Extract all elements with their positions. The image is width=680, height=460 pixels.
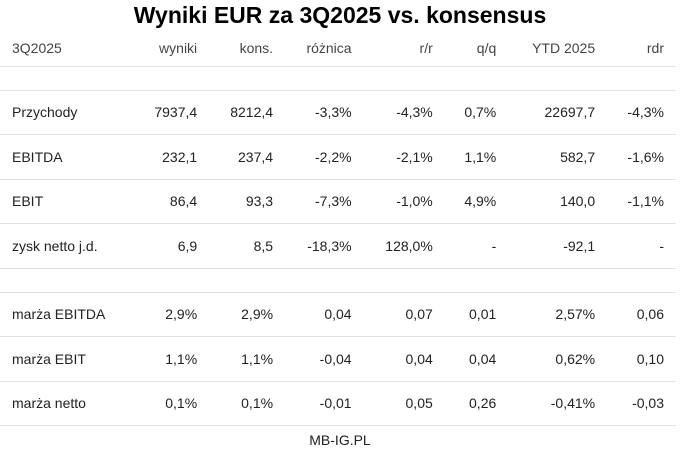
table-cell: -18,3%: [307, 237, 352, 254]
table-cell: 22697,7: [544, 104, 596, 121]
table-cell: 2,9%: [165, 306, 198, 323]
column-header: 3Q2025: [12, 39, 62, 56]
table-cell: 2,9%: [241, 306, 274, 323]
table-cell: 8212,4: [230, 104, 274, 121]
table-cell: -92,1: [563, 237, 596, 254]
table-cell: -0,03: [632, 395, 664, 412]
table-cell: 1,1%: [464, 148, 497, 165]
page-title: Wyniki EUR za 3Q2025 vs. konsensus: [133, 2, 547, 28]
table-cell: 0,06: [636, 306, 664, 323]
table-cell: 237,4: [238, 148, 274, 165]
row-label: marża EBITDA: [12, 306, 106, 323]
table-cell: -2,2%: [315, 148, 352, 165]
table-spacer-row: [0, 66, 676, 90]
column-header: YTD 2025: [532, 39, 596, 56]
table-cell: -0,04: [319, 350, 352, 367]
results-table: 3Q2025 wyniki kons. różnica r/r q/q YTD …: [0, 30, 676, 426]
row-label: marża netto: [12, 395, 86, 412]
table-cell: 4,9%: [464, 193, 497, 210]
table-cell: 1,1%: [165, 350, 198, 367]
table-row: marża EBITDA 2,9% 2,9% 0,04 0,07 0,01 2,…: [0, 292, 676, 337]
table-cell: 0,10: [636, 350, 664, 367]
table-spacer-row: [0, 268, 676, 292]
table-cell: -4,3%: [396, 104, 433, 121]
table-row: zysk netto j.d. 6,9 8,5 -18,3% 128,0% - …: [0, 224, 676, 268]
table-cell: 0,01: [469, 306, 497, 323]
table-cell: -3,3%: [315, 104, 352, 121]
table-cell: 86,4: [169, 193, 198, 210]
table-row: marża EBIT 1,1% 1,1% -0,04 0,04 0,04 0,6…: [0, 337, 676, 381]
source-footer: MB-IG.PL: [309, 432, 371, 448]
table-cell: 0,04: [405, 350, 433, 367]
table-cell: 0,07: [405, 306, 433, 323]
table-cell: 0,62%: [555, 350, 596, 367]
table-row: marża netto 0,1% 0,1% -0,01 0,05 0,26 -0…: [0, 381, 676, 426]
table-cell: -7,3%: [315, 193, 352, 210]
table-cell: -: [659, 237, 664, 254]
table-cell: -2,1%: [396, 148, 433, 165]
table-cell: 93,3: [245, 193, 274, 210]
table-row: EBIT 86,4 93,3 -7,3% -1,0% 4,9% 140,0 -1…: [0, 179, 676, 224]
column-header: wyniki: [159, 39, 198, 56]
column-header: rdr: [646, 39, 664, 56]
row-label: EBIT: [12, 193, 44, 210]
table-cell: -1,0%: [396, 193, 433, 210]
table-cell: 128,0%: [385, 237, 433, 254]
table-cell: 0,05: [405, 395, 433, 412]
table-cell: 0,26: [469, 395, 497, 412]
table-cell: -: [491, 237, 497, 254]
table-cell: -1,6%: [627, 148, 664, 165]
table-cell: 0,1%: [165, 395, 198, 412]
table-cell: 0,1%: [241, 395, 274, 412]
table-cell: -4,3%: [627, 104, 664, 121]
table-cell: 7937,4: [154, 104, 198, 121]
table-cell: -0,41%: [550, 395, 596, 412]
table-cell: 232,1: [162, 148, 198, 165]
table-header-row: 3Q2025 wyniki kons. różnica r/r q/q YTD …: [0, 30, 676, 66]
table-row: Przychody 7937,4 8212,4 -3,3% -4,3% 0,7%…: [0, 90, 676, 135]
column-header: kons.: [239, 39, 274, 56]
column-header: różnica: [306, 39, 352, 56]
row-label: marża EBIT: [12, 350, 86, 367]
table-cell: 1,1%: [241, 350, 274, 367]
table-cell: -1,1%: [627, 193, 664, 210]
table-cell: 0,7%: [464, 104, 497, 121]
row-label: zysk netto j.d.: [12, 237, 98, 254]
table-cell: 8,5: [253, 237, 274, 254]
column-header: q/q: [476, 39, 497, 56]
table-cell: -0,01: [319, 395, 352, 412]
row-label: EBITDA: [12, 148, 63, 165]
table-cell: 582,7: [560, 148, 596, 165]
table-cell: 0,04: [324, 306, 352, 323]
table-cell: 6,9: [177, 237, 198, 254]
row-label: Przychody: [12, 104, 78, 121]
table-cell: 0,04: [469, 350, 497, 367]
column-header: r/r: [419, 39, 433, 56]
table-row: EBITDA 232,1 237,4 -2,2% -2,1% 1,1% 582,…: [0, 135, 676, 179]
table-cell: 2,57%: [555, 306, 596, 323]
table-cell: 140,0: [560, 193, 596, 210]
